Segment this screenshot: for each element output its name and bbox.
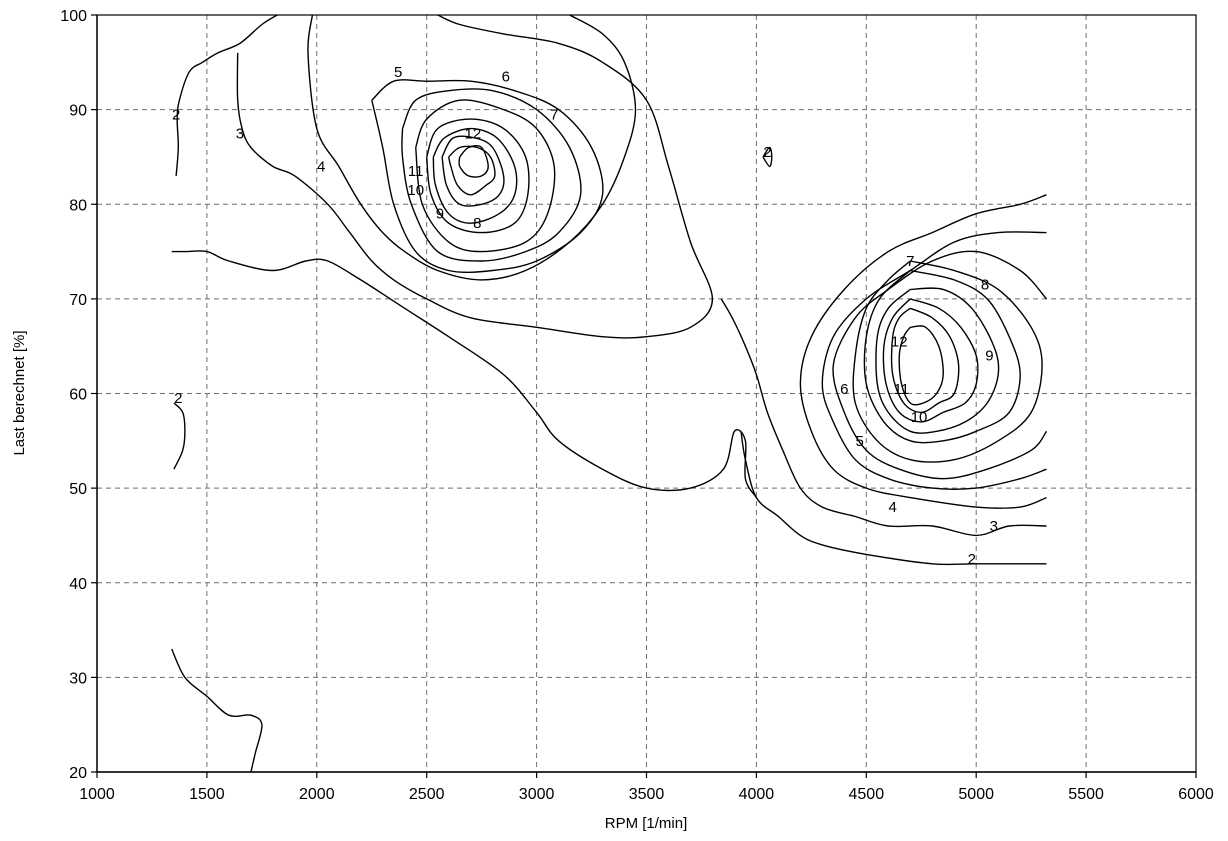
contour-label-21: 4 [889, 499, 897, 516]
contour-label-15: 12 [891, 333, 908, 350]
contour-label-16: 9 [985, 348, 993, 365]
contour-5-0 [371, 79, 604, 273]
x-tick-label-7: 4500 [849, 786, 885, 803]
contour-label-4: 6 [502, 69, 510, 86]
contour-6-0 [401, 88, 582, 262]
contour-10-1 [882, 298, 979, 423]
contour-12-1 [898, 325, 944, 406]
contour-3-0 [236, 14, 714, 339]
contour-10-0 [441, 135, 505, 207]
contour-label-3: 5 [394, 64, 402, 81]
y-tick-label-5: 70 [69, 292, 87, 309]
y-tick-label-6: 80 [69, 197, 87, 214]
x-axis-label: RPM [1/min] [605, 815, 688, 832]
contour-label-10: 8 [473, 215, 481, 232]
x-tick-label-9: 5500 [1068, 786, 1104, 803]
contour-4-1 [799, 194, 1047, 509]
contour-label-17: 6 [840, 381, 848, 398]
x-tick-label-5: 3500 [629, 786, 665, 803]
contour-label-8: 10 [407, 182, 424, 199]
contour-label-11: 2 [763, 144, 771, 161]
contour-label-23: 2 [968, 551, 976, 568]
contour-11-1 [890, 307, 960, 414]
contour-label-20: 5 [856, 433, 864, 450]
contour-label-5: 7 [550, 106, 558, 123]
contour-2-3 [740, 431, 1047, 566]
contour-7-1 [852, 260, 1043, 463]
y-tick-label-2: 40 [69, 576, 87, 593]
contour-6-1 [832, 250, 1048, 480]
x-tick-label-0: 1000 [79, 786, 115, 803]
y-tick-label-8: 100 [60, 8, 87, 25]
contour-label-19: 10 [911, 409, 928, 426]
y-tick-label-1: 30 [69, 670, 87, 687]
grid [97, 15, 1196, 772]
axes: 1000 1500 2000 2500 3000 3500 4000 4500 5000 5500… [60, 8, 1214, 803]
contour-label-14: 8 [981, 277, 989, 294]
contour-label-6: 12 [465, 125, 482, 142]
contour-3-1 [171, 250, 758, 498]
contour-4-0 [307, 14, 637, 281]
contour-label-13: 7 [906, 253, 914, 270]
x-tick-label-4: 3000 [519, 786, 555, 803]
contour-9-1 [875, 287, 1000, 434]
y-tick-label-4: 60 [69, 387, 87, 404]
y-axis-label: Last berechnet [%] [11, 330, 28, 455]
contour-label-7: 11 [408, 163, 424, 180]
contour-2-4 [762, 146, 773, 168]
contour-9-0 [432, 127, 518, 224]
contour-8-0 [426, 118, 530, 234]
x-tick-label-3: 2500 [409, 786, 445, 803]
x-tick-label-1: 1500 [189, 786, 225, 803]
contour-label-12: 2 [174, 390, 182, 407]
contour-label-22: 3 [990, 518, 998, 535]
contour-2-0 [175, 14, 278, 176]
contour-11-0 [448, 145, 496, 196]
contour-label-0: 2 [172, 106, 180, 123]
contour-3-2 [720, 298, 1047, 537]
contour-2-2 [171, 648, 263, 773]
x-tick-label-2: 2000 [299, 786, 335, 803]
y-tick-label-3: 50 [69, 481, 87, 498]
contour-lines [171, 14, 1048, 773]
contour-7-0 [415, 99, 556, 253]
contour-label-18: 11 [894, 381, 910, 398]
x-tick-label-10: 6000 [1178, 786, 1214, 803]
contour-label-2: 4 [317, 158, 325, 175]
contour-label-9: 9 [436, 206, 444, 223]
contour-8-1 [863, 269, 1021, 444]
x-tick-label-8: 5000 [958, 786, 994, 803]
contour-2-1 [173, 402, 186, 470]
contour-5-1 [821, 231, 1047, 490]
y-tick-label-0: 20 [69, 765, 87, 782]
contour-12-0 [458, 144, 489, 178]
contour-label-1: 3 [236, 125, 244, 142]
y-tick-label-7: 90 [69, 103, 87, 120]
x-tick-label-6: 4000 [739, 786, 775, 803]
